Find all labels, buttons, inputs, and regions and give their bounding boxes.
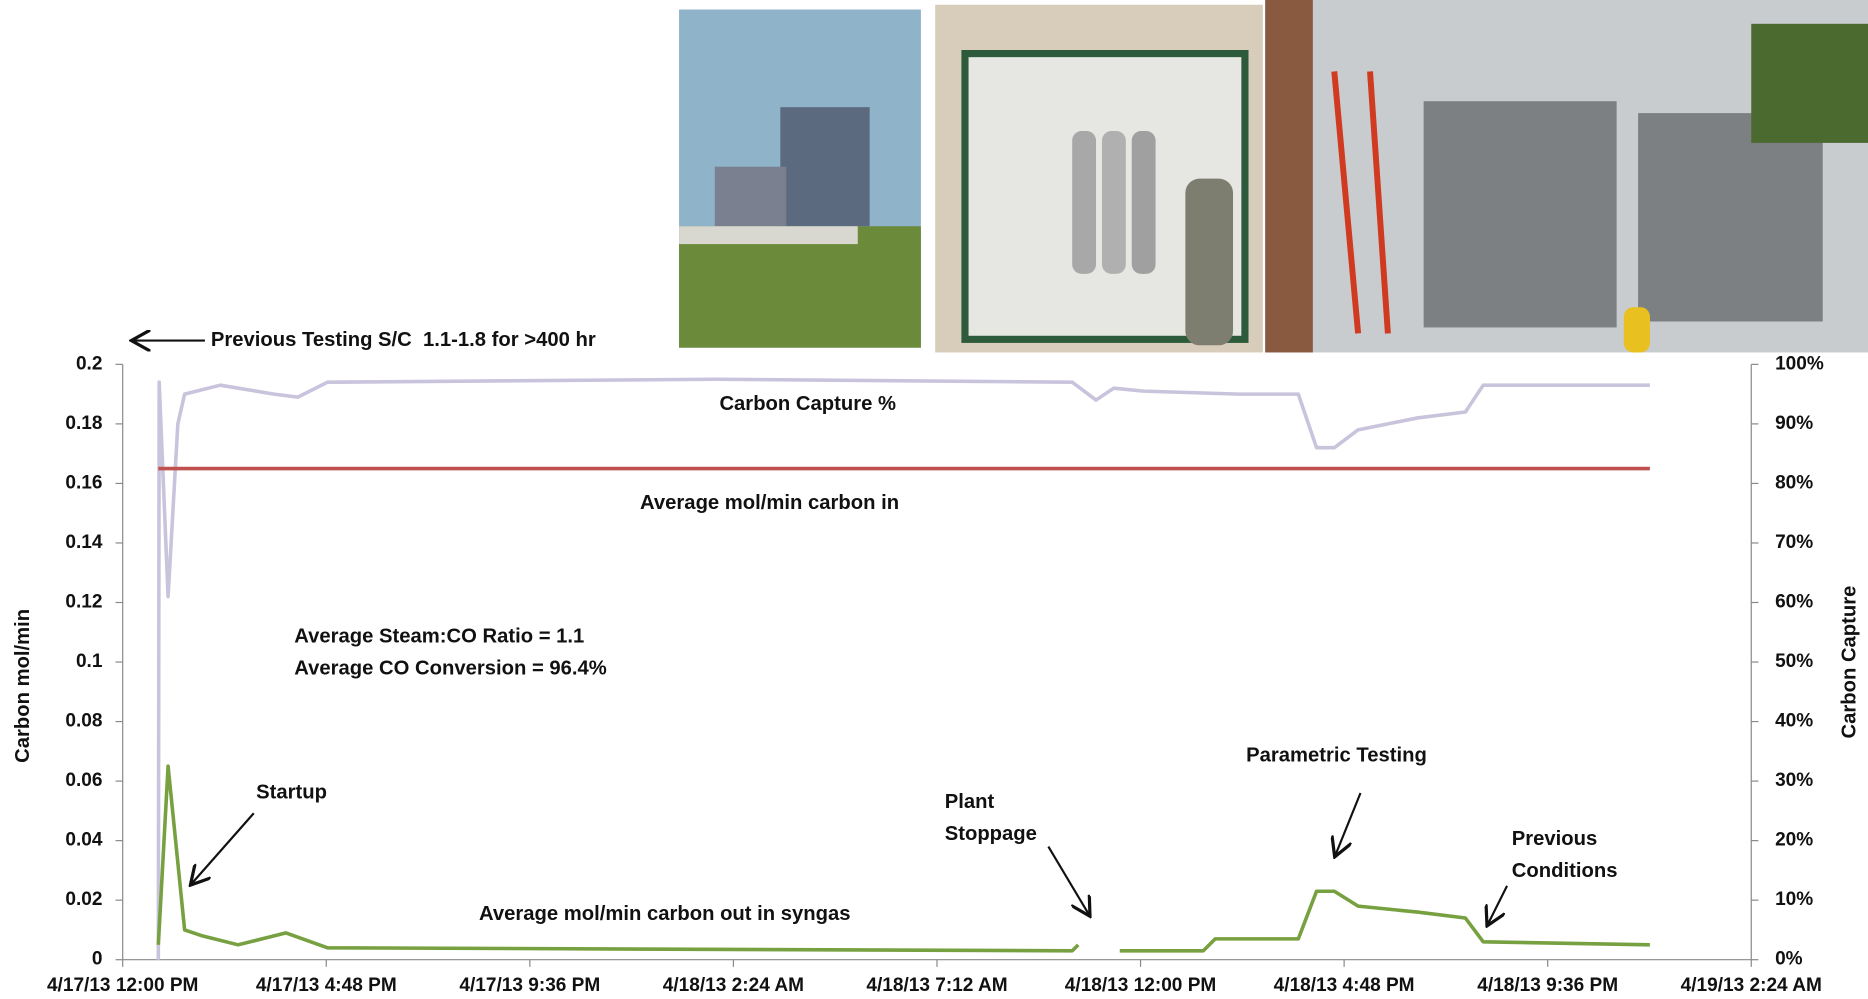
series-label: Average mol/min carbon out in syngas (479, 903, 851, 925)
y-tick-label: 0.1 (76, 651, 103, 672)
y-tick-label: 0.02 (65, 889, 102, 910)
y2-tick-label: 80% (1775, 472, 1813, 493)
y-tick-label: 0.06 (65, 770, 102, 791)
annotation: Parametric Testing (1246, 744, 1427, 766)
annotation: Previous (1512, 828, 1598, 850)
annotation: Startup (256, 781, 327, 803)
x-tick-label: 4/18/13 9:36 PM (1477, 975, 1618, 996)
y-tick-label: 0.16 (65, 472, 102, 493)
y2-tick-label: 30% (1775, 770, 1813, 791)
arrow (1335, 792, 1362, 855)
y2-tick-label: 50% (1775, 651, 1813, 672)
y2-tick-label: 20% (1775, 830, 1813, 851)
annotation: Previous Testing S/C 1.1-1.8 for >400 hr (211, 329, 596, 351)
y2-axis-title: Carbon Capture (1838, 586, 1860, 739)
series-label: Carbon Capture % (719, 393, 896, 415)
series-line (156, 764, 1650, 953)
y-tick-label: 0.04 (65, 830, 102, 851)
arrow (1047, 846, 1089, 915)
x-tick-label: 4/17/13 9:36 PM (459, 975, 600, 996)
arrow (1488, 885, 1508, 924)
y-tick-label: 0.18 (65, 413, 102, 434)
annotation: Average Steam:CO Ratio = 1.1 (294, 625, 584, 647)
annotation: Conditions (1512, 860, 1618, 882)
y2-tick-label: 10% (1775, 889, 1813, 910)
y-tick-label: 0 (92, 949, 103, 970)
y2-tick-label: 40% (1775, 711, 1813, 732)
annotation: Stoppage (945, 823, 1037, 845)
photo-plant (679, 9, 921, 348)
y2-tick-label: 100% (1775, 353, 1824, 374)
y2-tick-label: 60% (1775, 592, 1813, 613)
y-tick-label: 0.12 (65, 592, 102, 613)
x-tick-label: 4/17/13 4:48 PM (256, 975, 397, 996)
y-axis-title: Carbon mol/min (12, 609, 34, 763)
x-tick-label: 4/18/13 12:00 PM (1065, 975, 1216, 996)
series-line (156, 377, 1650, 960)
photo-skid (935, 4, 1263, 353)
y2-tick-label: 0% (1775, 949, 1803, 970)
annotation: Plant (945, 791, 995, 813)
arrows (133, 341, 1508, 924)
photos (679, 0, 1868, 353)
y-tick-label: 0.08 (65, 711, 102, 732)
x-tick-label: 4/18/13 2:24 AM (663, 975, 804, 996)
y2-tick-label: 90% (1775, 413, 1813, 434)
photo-site (1265, 0, 1868, 353)
y-tick-label: 0.2 (76, 353, 102, 374)
x-tick-label: 4/17/13 12:00 PM (47, 975, 198, 996)
y2-tick-label: 70% (1775, 532, 1813, 553)
y-tick-label: 0.14 (65, 532, 102, 553)
arrow (192, 812, 255, 883)
annotation: Average CO Conversion = 96.4% (294, 658, 607, 680)
series-label: Average mol/min carbon in (640, 492, 899, 514)
x-tick-label: 4/19/13 2:24 AM (1681, 975, 1822, 996)
x-tick-label: 4/18/13 4:48 PM (1274, 975, 1415, 996)
x-tick-label: 4/18/13 7:12 AM (866, 975, 1007, 996)
